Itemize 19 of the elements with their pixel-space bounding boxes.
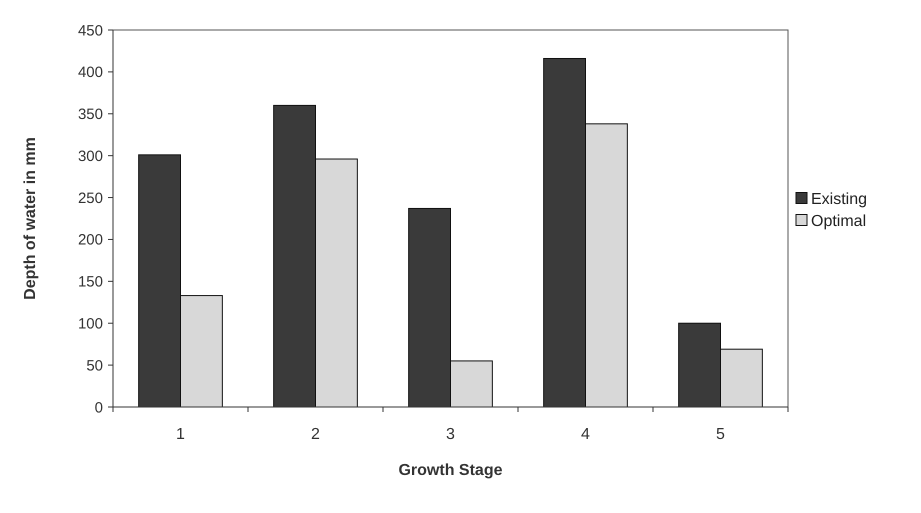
x-tick-label: 3 [446,426,456,443]
x-tick-label: 4 [581,426,590,443]
y-tick-label: 400 [78,64,103,82]
y-tick-label: 50 [86,357,103,374]
y-tick-label: 150 [78,274,103,291]
y-tick-label: 0 [94,399,103,416]
y-tick-label: 350 [78,106,103,124]
y-tick-label: 100 [78,315,103,332]
legend-label: Optimal [811,213,866,230]
y-tick-label: 250 [78,190,103,207]
y-tick-label: 300 [78,148,103,165]
x-tick-label: 5 [716,426,726,443]
y-tick-label: 450 [78,22,103,40]
x-tick-label: 2 [311,426,320,443]
x-axis-title: Growth Stage [398,462,503,479]
legend-label: Existing [811,191,868,208]
x-tick-label: 1 [176,426,186,443]
y-axis-title: Depth of water in mm [22,137,39,300]
y-tick-label: 200 [78,232,103,249]
